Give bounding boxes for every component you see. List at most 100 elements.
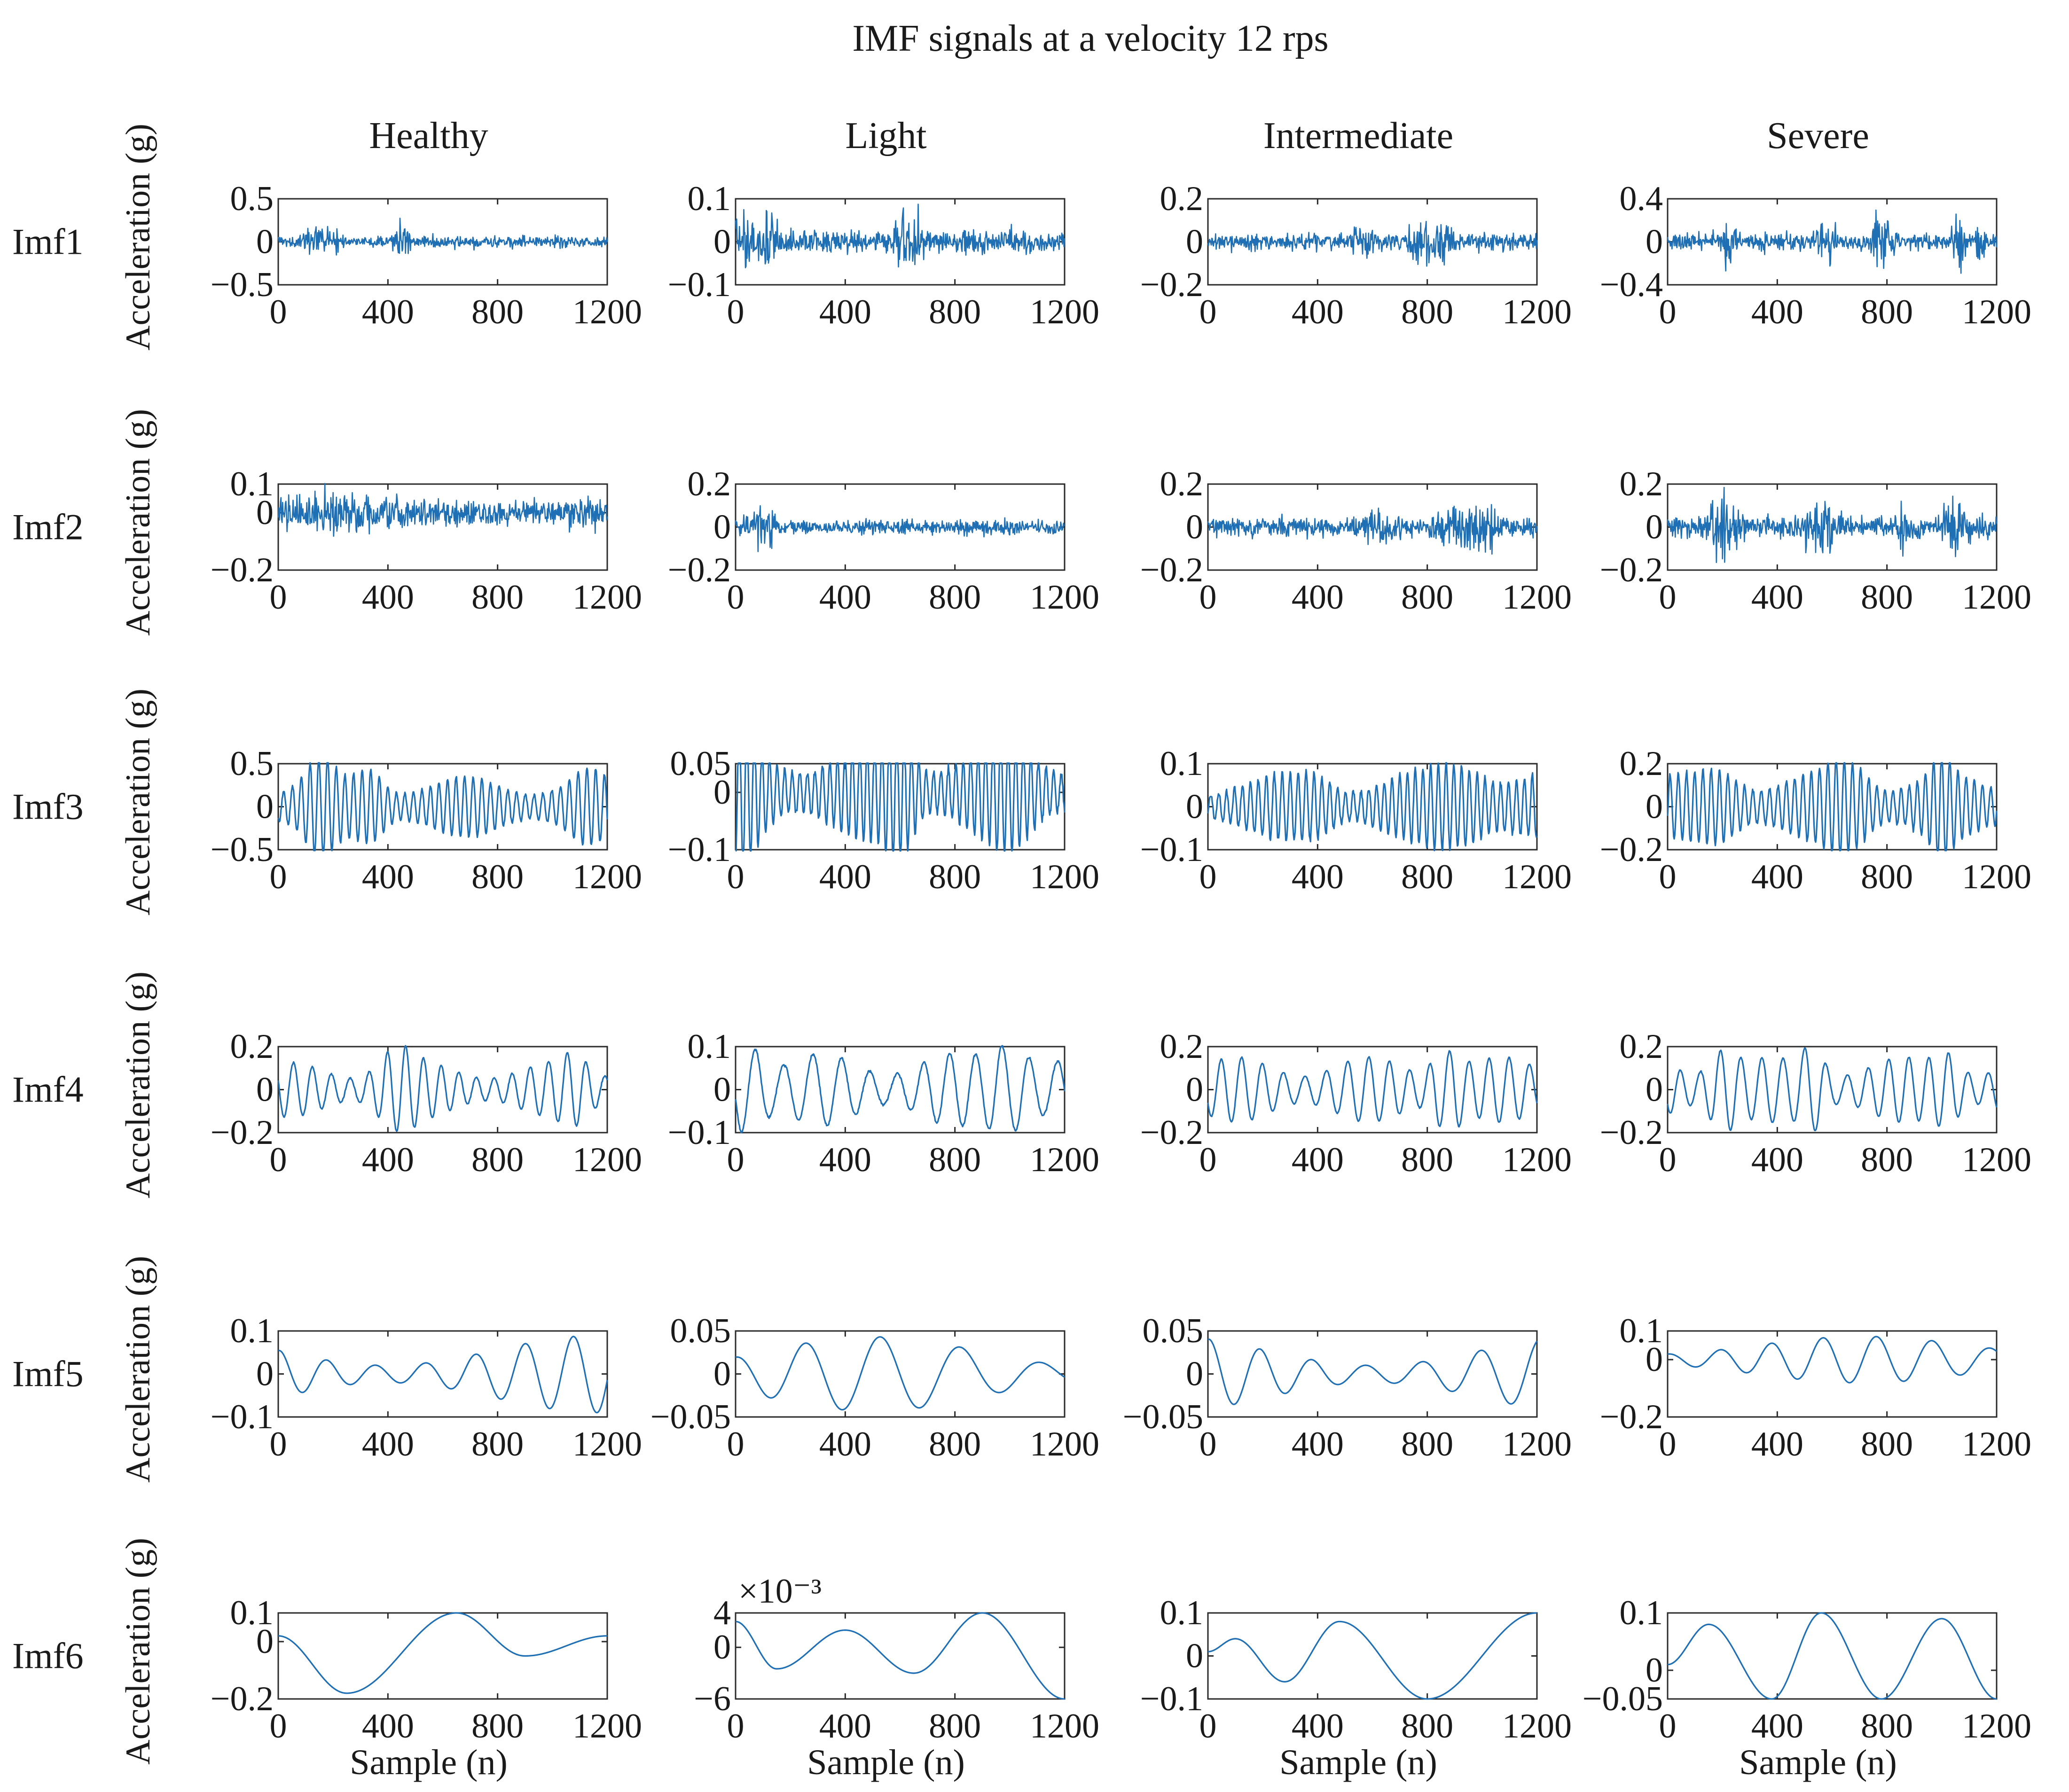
x-axis-label: Sample (n): [350, 1743, 508, 1782]
signal-line: [735, 762, 1066, 852]
x-tick-label: 800: [1401, 1141, 1453, 1179]
y-tick-label: 0: [256, 493, 274, 532]
y-tick-label: 0.1: [688, 180, 731, 218]
panel-imf4-intermediate: 0.20−0.20 400 800 1200: [1140, 1027, 1572, 1179]
x-tick-label: 400: [819, 1425, 871, 1463]
panel-imf4-severe: 0.20−0.20 400 800 1200: [1600, 1027, 2031, 1179]
signal-line: [1667, 762, 1998, 852]
x-axis-label: Sample (n): [807, 1743, 965, 1782]
x-tick-label: 800: [929, 1707, 981, 1745]
row-label-imf4: Imf4: [12, 1069, 84, 1110]
y-tick-label: −0.2: [1600, 1398, 1663, 1436]
plot-frame: [1667, 1612, 1998, 1700]
x-tick-label: 800: [1401, 1707, 1453, 1745]
x-tick-label: 1200: [1030, 1141, 1099, 1179]
y-tick-label: −0.2: [668, 551, 731, 589]
x-tick-label: 0: [727, 578, 745, 617]
y-tick-label: −0.2: [211, 551, 274, 589]
row-label-imf1: Imf1: [12, 221, 84, 262]
column-title-light: Light: [845, 115, 926, 157]
x-tick-label: 1200: [572, 293, 642, 331]
y-tick-label: −0.5: [211, 830, 274, 869]
x-tick-label: 800: [1861, 858, 1913, 896]
y-axis-label: Acceleration (g): [119, 409, 157, 636]
signal-line: [1207, 1050, 1538, 1128]
y-tick-label: −0.05: [1583, 1680, 1663, 1718]
y-tick-label: 0.1: [688, 1027, 731, 1066]
panel-imf3-light: 0.050−0.10 400 800 1200: [668, 744, 1099, 896]
panel-imf1-light: 0.10−0.10 400 800 1200: [668, 180, 1099, 331]
x-tick-label: 1200: [1502, 578, 1572, 617]
plot-frame: [1207, 1046, 1538, 1134]
panel-imf1-healthy: 0.50−0.50 400 800 1200: [211, 180, 642, 331]
plot-frame: [735, 1612, 1066, 1700]
x-tick-label: 400: [362, 293, 414, 331]
x-tick-label: 400: [819, 858, 871, 896]
y-tick-label: −0.1: [211, 1398, 274, 1436]
signal-line: [277, 762, 608, 852]
x-tick-label: 800: [1861, 578, 1913, 617]
panel-imf5-intermediate: 0.050−0.050 400 800 1200: [1123, 1312, 1572, 1463]
y-tick-label: 0.05: [1143, 1312, 1204, 1350]
y-axis-label: Acceleration (g): [119, 971, 157, 1198]
y-tick-label: 0: [256, 1622, 274, 1661]
x-tick-label: 1200: [1962, 1425, 2031, 1463]
x-tick-label: 0: [1199, 578, 1217, 617]
y-tick-label: 0: [1186, 223, 1203, 261]
x-tick-label: 1200: [1502, 1425, 1572, 1463]
panel-grid: Healthy Light Intermediate Severe Imf1 Accele…: [12, 115, 2031, 1782]
x-tick-label: 400: [819, 1707, 871, 1745]
x-tick-label: 1200: [1502, 858, 1572, 896]
signal-line: [1667, 1336, 1997, 1384]
x-tick-label: 0: [1659, 1425, 1677, 1463]
x-tick-label: 0: [270, 1141, 287, 1179]
panel-imf1-severe: 0.40−0.40 400 800 1200: [1600, 180, 2031, 331]
x-tick-label: 0: [727, 293, 745, 331]
panel-imf2-intermediate: 0.20−0.20 400 800 1200: [1140, 465, 1572, 617]
x-tick-label: 800: [471, 1707, 524, 1745]
panel-imf6-intermediate: 0.10−0.10 400 800 1200: [1140, 1594, 1572, 1745]
plot-frame: [735, 1046, 1066, 1134]
column-title-intermediate: Intermediate: [1263, 115, 1453, 157]
y-tick-label: 0.2: [1620, 744, 1663, 783]
x-tick-label: 1200: [572, 858, 642, 896]
x-tick-label: 1200: [1962, 1707, 2031, 1745]
x-tick-label: 0: [270, 293, 287, 331]
y-tick-label: 0.1: [1160, 744, 1204, 783]
signal-line: [277, 218, 608, 256]
plot-frame: [277, 1330, 608, 1418]
y-tick-label: 0: [1186, 1637, 1203, 1675]
y-tick-label: −0.5: [211, 266, 274, 304]
signal-line: [735, 203, 1066, 268]
y-tick-label: 0: [713, 223, 731, 261]
y-tick-label: 0.1: [1160, 1594, 1204, 1632]
x-tick-label: 1200: [1502, 293, 1572, 331]
y-tick-label: 0: [1646, 223, 1663, 261]
row-label-imf3: Imf3: [12, 786, 84, 827]
x-tick-label: 1200: [1962, 1141, 2031, 1179]
signal-line: [735, 1612, 1065, 1700]
x-tick-label: 800: [929, 858, 981, 896]
x-tick-label: 400: [819, 1141, 871, 1179]
x-tick-label: 800: [929, 293, 981, 331]
signal-line: [735, 1336, 1065, 1411]
y-tick-label: 0: [713, 773, 731, 812]
panel-imf2-light: 0.20−0.20 400 800 1200: [668, 465, 1099, 617]
x-tick-label: 400: [1751, 1707, 1803, 1745]
y-tick-label: −0.2: [1140, 1113, 1203, 1152]
panel-imf6-light: 40−6×10⁻³0 400 800 1200: [694, 1572, 1099, 1745]
panel-imf4-light: 0.10−0.10 400 800 1200: [668, 1027, 1099, 1179]
row-label-imf6: Imf6: [12, 1635, 84, 1676]
y-tick-label: 0.5: [230, 180, 274, 218]
y-tick-label: −0.1: [1140, 1680, 1203, 1718]
x-tick-label: 1200: [572, 1425, 642, 1463]
y-axis-label: Acceleration (g): [119, 124, 157, 351]
y-tick-label: 0.05: [670, 1312, 731, 1350]
signal-line: [735, 505, 1065, 552]
x-tick-label: 1200: [1502, 1707, 1572, 1745]
y-tick-label: 0: [713, 508, 731, 547]
x-tick-label: 800: [1861, 293, 1913, 331]
x-tick-label: 800: [471, 578, 524, 617]
x-tick-label: 800: [1401, 1425, 1453, 1463]
x-tick-label: 400: [1292, 1141, 1344, 1179]
